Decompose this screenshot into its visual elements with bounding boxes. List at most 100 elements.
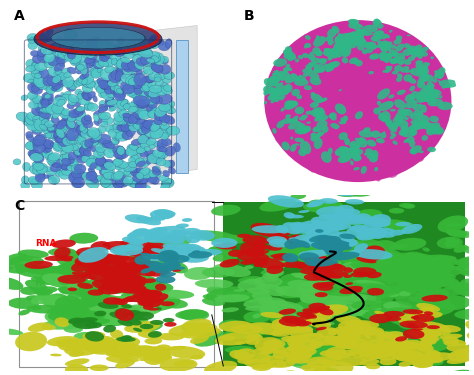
Ellipse shape <box>312 282 333 291</box>
Ellipse shape <box>401 130 407 135</box>
Ellipse shape <box>348 35 351 37</box>
Ellipse shape <box>308 132 312 136</box>
Ellipse shape <box>290 136 293 140</box>
Ellipse shape <box>269 77 277 84</box>
Ellipse shape <box>331 219 346 226</box>
Ellipse shape <box>365 217 391 227</box>
Ellipse shape <box>53 71 64 78</box>
Ellipse shape <box>346 153 351 157</box>
Ellipse shape <box>380 161 390 167</box>
Ellipse shape <box>410 110 413 111</box>
Ellipse shape <box>385 118 392 125</box>
Ellipse shape <box>422 126 430 132</box>
Ellipse shape <box>448 230 474 238</box>
Ellipse shape <box>89 137 99 146</box>
Ellipse shape <box>38 69 49 78</box>
Ellipse shape <box>135 183 143 190</box>
Ellipse shape <box>402 110 407 114</box>
Ellipse shape <box>438 102 453 110</box>
Ellipse shape <box>151 132 161 138</box>
Ellipse shape <box>37 82 45 90</box>
Ellipse shape <box>146 76 154 83</box>
Ellipse shape <box>41 300 55 306</box>
Ellipse shape <box>87 158 99 168</box>
Ellipse shape <box>62 153 72 161</box>
Ellipse shape <box>439 74 443 77</box>
Ellipse shape <box>275 101 282 108</box>
Ellipse shape <box>75 60 88 69</box>
Ellipse shape <box>341 154 350 162</box>
Ellipse shape <box>134 73 146 86</box>
Ellipse shape <box>313 268 332 281</box>
Ellipse shape <box>28 38 36 44</box>
Text: B: B <box>244 9 255 23</box>
Ellipse shape <box>435 138 439 140</box>
Ellipse shape <box>346 89 358 98</box>
Ellipse shape <box>115 62 125 69</box>
Ellipse shape <box>9 256 44 267</box>
Ellipse shape <box>454 255 474 266</box>
Ellipse shape <box>118 319 133 326</box>
Ellipse shape <box>355 262 391 272</box>
Ellipse shape <box>88 128 100 138</box>
Ellipse shape <box>329 112 337 118</box>
Ellipse shape <box>261 307 279 316</box>
Ellipse shape <box>272 318 300 330</box>
Ellipse shape <box>127 238 145 245</box>
Ellipse shape <box>99 55 113 66</box>
Ellipse shape <box>273 92 285 99</box>
Ellipse shape <box>67 67 76 74</box>
Ellipse shape <box>50 156 57 161</box>
Ellipse shape <box>349 340 381 353</box>
Ellipse shape <box>250 257 284 269</box>
Ellipse shape <box>355 99 363 108</box>
Ellipse shape <box>282 304 295 311</box>
Ellipse shape <box>76 247 107 259</box>
Text: I: I <box>164 352 167 362</box>
Ellipse shape <box>103 308 131 323</box>
Ellipse shape <box>115 309 134 321</box>
Ellipse shape <box>392 75 398 79</box>
Ellipse shape <box>346 54 355 62</box>
Ellipse shape <box>392 115 404 125</box>
Ellipse shape <box>373 30 384 37</box>
Ellipse shape <box>383 100 391 106</box>
Ellipse shape <box>101 169 108 175</box>
Ellipse shape <box>150 226 185 235</box>
Ellipse shape <box>344 23 350 28</box>
Ellipse shape <box>394 353 426 362</box>
Ellipse shape <box>108 246 120 250</box>
Ellipse shape <box>51 86 58 91</box>
Ellipse shape <box>127 144 137 152</box>
Ellipse shape <box>339 262 363 273</box>
Ellipse shape <box>91 249 101 253</box>
Ellipse shape <box>285 84 290 89</box>
Ellipse shape <box>310 57 322 64</box>
Ellipse shape <box>348 96 356 104</box>
Ellipse shape <box>298 123 306 129</box>
Ellipse shape <box>323 296 331 300</box>
Ellipse shape <box>391 107 393 109</box>
Ellipse shape <box>82 155 89 162</box>
Ellipse shape <box>394 146 398 149</box>
Ellipse shape <box>471 307 474 312</box>
Ellipse shape <box>31 123 46 133</box>
Ellipse shape <box>259 199 297 211</box>
Ellipse shape <box>93 162 103 170</box>
Ellipse shape <box>396 102 407 109</box>
Ellipse shape <box>354 80 366 88</box>
Ellipse shape <box>395 265 425 275</box>
Ellipse shape <box>372 71 380 78</box>
Ellipse shape <box>28 176 39 185</box>
Ellipse shape <box>125 64 136 74</box>
Ellipse shape <box>85 267 117 283</box>
Ellipse shape <box>428 126 434 131</box>
Ellipse shape <box>251 223 283 237</box>
Ellipse shape <box>62 169 71 175</box>
Ellipse shape <box>393 238 427 251</box>
Ellipse shape <box>292 101 296 104</box>
Ellipse shape <box>140 55 152 64</box>
Ellipse shape <box>151 248 168 254</box>
Ellipse shape <box>153 150 164 158</box>
Ellipse shape <box>305 35 310 40</box>
